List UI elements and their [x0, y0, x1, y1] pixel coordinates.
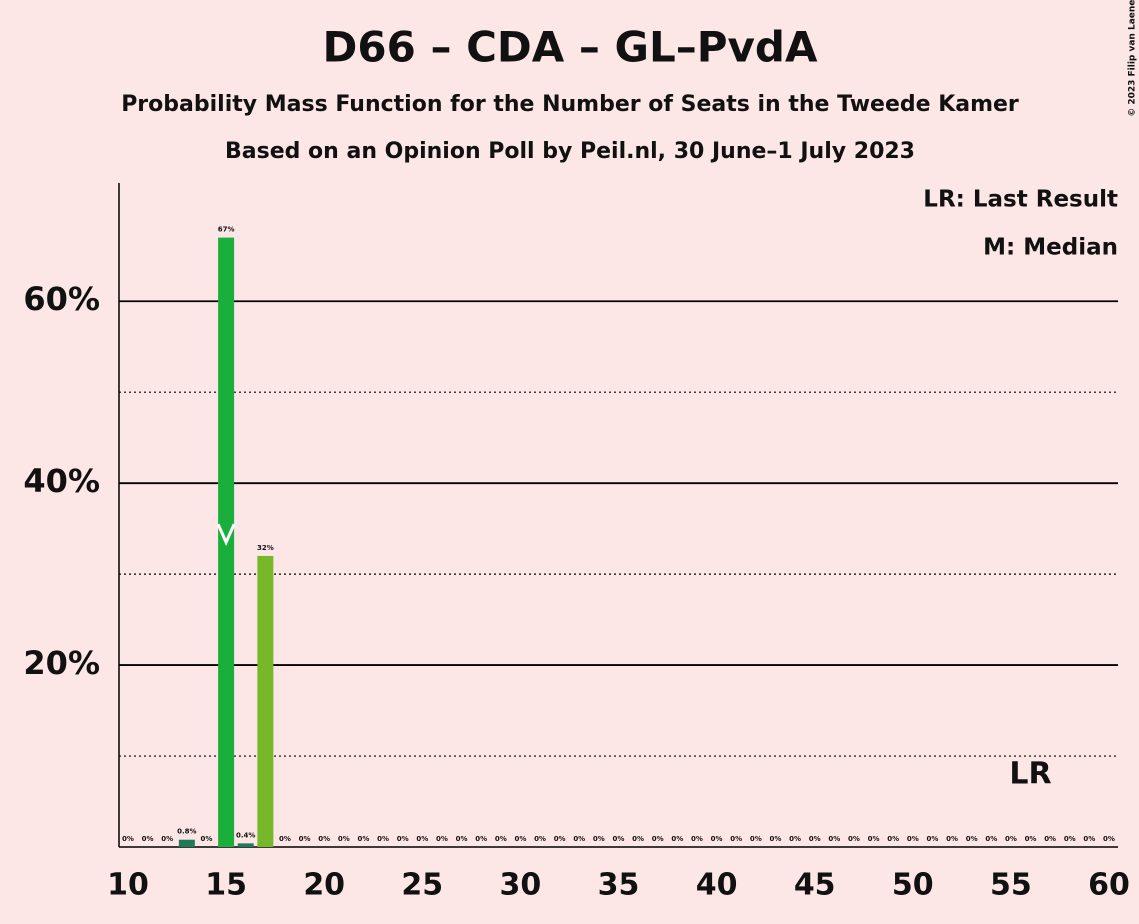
- x-tick-label: 60: [1088, 868, 1130, 903]
- value-label: 0%: [887, 835, 899, 843]
- value-label: 0%: [397, 835, 409, 843]
- x-tick-label: 45: [794, 868, 836, 903]
- value-label: 0%: [613, 835, 625, 843]
- value-label: 0%: [201, 835, 213, 843]
- x-tick-label: 15: [205, 868, 247, 903]
- x-tick-label: 10: [107, 868, 149, 903]
- value-label: 0%: [711, 835, 723, 843]
- value-label: 0%: [377, 835, 389, 843]
- value-label: 0%: [652, 835, 664, 843]
- value-label: 0%: [848, 835, 860, 843]
- last-result-label: LR: [1009, 757, 1051, 792]
- x-tick-label: 50: [892, 868, 934, 903]
- y-tick-label: 40%: [23, 462, 100, 500]
- x-tick-label: 55: [990, 868, 1032, 903]
- value-label: 0%: [357, 835, 369, 843]
- value-label: 0%: [475, 835, 487, 843]
- value-label: 0%: [142, 835, 154, 843]
- value-label: 0%: [299, 835, 311, 843]
- x-tick-label: 30: [500, 868, 542, 903]
- value-label: 0%: [514, 835, 526, 843]
- value-label: 0%: [1044, 835, 1056, 843]
- value-label: 0%: [828, 835, 840, 843]
- legend-entry: LR: Last Result: [923, 187, 1118, 213]
- legend-entry: M: Median: [983, 235, 1118, 261]
- value-label: 0%: [279, 835, 291, 843]
- value-label: 0.4%: [236, 831, 255, 839]
- x-tick-label: 40: [696, 868, 738, 903]
- value-label: 0%: [554, 835, 566, 843]
- value-label: 0%: [1103, 835, 1115, 843]
- value-label: 0%: [161, 835, 173, 843]
- value-label: 0%: [966, 835, 978, 843]
- value-label: 0%: [985, 835, 997, 843]
- value-label: 0%: [416, 835, 428, 843]
- value-label: 0%: [1083, 835, 1095, 843]
- y-tick-label: 60%: [23, 280, 100, 318]
- value-label: 0.8%: [177, 828, 196, 836]
- bar: [178, 839, 195, 847]
- value-label: 0%: [907, 835, 919, 843]
- value-label: 67%: [218, 226, 235, 234]
- value-label: 0%: [122, 835, 134, 843]
- value-label: 0%: [809, 835, 821, 843]
- value-label: 0%: [495, 835, 507, 843]
- value-label: 0%: [926, 835, 938, 843]
- value-label: 0%: [750, 835, 762, 843]
- x-tick-label: 20: [303, 868, 345, 903]
- x-tick-label: 35: [598, 868, 640, 903]
- value-label: 0%: [436, 835, 448, 843]
- value-label: 0%: [770, 835, 782, 843]
- bar: [257, 555, 274, 847]
- value-label: 0%: [338, 835, 350, 843]
- median-marker: [216, 523, 236, 546]
- value-label: 0%: [318, 835, 330, 843]
- value-label: 0%: [1005, 835, 1017, 843]
- copyright: © 2023 Filip van Laenen: [1128, 0, 1138, 117]
- value-label: 0%: [730, 835, 742, 843]
- subtitle: Based on an Opinion Poll by Peil.nl, 30 …: [225, 139, 915, 164]
- value-label: 32%: [257, 544, 274, 552]
- value-label: 0%: [1025, 835, 1037, 843]
- value-label: 0%: [456, 835, 468, 843]
- value-label: 0%: [671, 835, 683, 843]
- value-label: 0%: [573, 835, 585, 843]
- value-label: 0%: [691, 835, 703, 843]
- value-label: 0%: [632, 835, 644, 843]
- value-label: 0%: [868, 835, 880, 843]
- value-label: 0%: [593, 835, 605, 843]
- value-label: 0%: [946, 835, 958, 843]
- chart-title: D66 – CDA – GL–PvdA: [323, 23, 818, 72]
- value-label: 0%: [789, 835, 801, 843]
- y-tick-label: 20%: [23, 644, 100, 682]
- value-label: 0%: [1064, 835, 1076, 843]
- subtitle: Probability Mass Function for the Number…: [121, 92, 1019, 117]
- bar: [237, 843, 254, 847]
- x-tick-label: 25: [401, 868, 443, 903]
- value-label: 0%: [534, 835, 546, 843]
